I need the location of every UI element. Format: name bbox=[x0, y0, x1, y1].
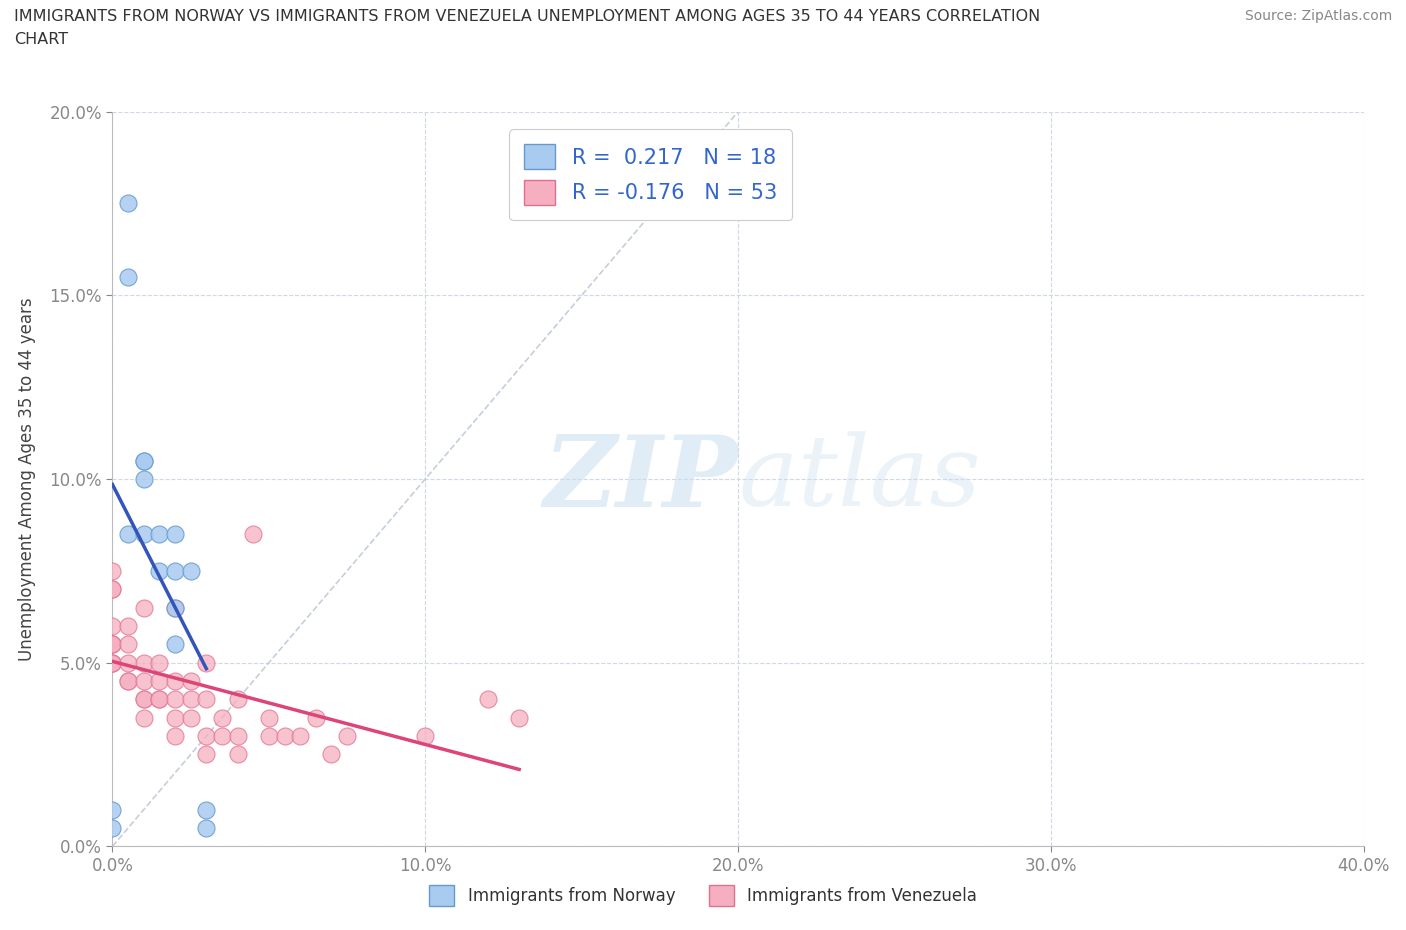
Point bbox=[148, 655, 170, 670]
Point bbox=[132, 526, 155, 541]
Point bbox=[242, 526, 264, 541]
Point bbox=[211, 729, 233, 744]
Point bbox=[101, 655, 124, 670]
Point bbox=[163, 692, 186, 707]
Point bbox=[117, 673, 139, 688]
Point bbox=[305, 711, 328, 725]
Point bbox=[101, 820, 124, 835]
Point bbox=[132, 673, 155, 688]
Point bbox=[148, 564, 170, 578]
Point bbox=[132, 453, 155, 468]
Point bbox=[101, 637, 124, 652]
Point bbox=[163, 600, 186, 615]
Point bbox=[415, 729, 437, 744]
Point bbox=[195, 692, 218, 707]
Point bbox=[117, 673, 139, 688]
Point bbox=[163, 673, 186, 688]
Text: IMMIGRANTS FROM NORWAY VS IMMIGRANTS FROM VENEZUELA UNEMPLOYMENT AMONG AGES 35 T: IMMIGRANTS FROM NORWAY VS IMMIGRANTS FRO… bbox=[14, 9, 1040, 46]
Point bbox=[101, 582, 124, 597]
Point bbox=[101, 655, 124, 670]
Point bbox=[163, 729, 186, 744]
Y-axis label: Unemployment Among Ages 35 to 44 years: Unemployment Among Ages 35 to 44 years bbox=[18, 298, 35, 660]
Point bbox=[226, 747, 249, 762]
Point bbox=[163, 600, 186, 615]
Point bbox=[180, 692, 202, 707]
Point bbox=[132, 655, 155, 670]
Point bbox=[226, 692, 249, 707]
Point bbox=[180, 564, 202, 578]
Point bbox=[195, 820, 218, 835]
Point bbox=[132, 692, 155, 707]
Point bbox=[101, 582, 124, 597]
Point bbox=[132, 600, 155, 615]
Point bbox=[117, 637, 139, 652]
Point bbox=[180, 711, 202, 725]
Point bbox=[132, 692, 155, 707]
Point bbox=[101, 802, 124, 817]
Point bbox=[180, 673, 202, 688]
Point bbox=[163, 711, 186, 725]
Point bbox=[257, 729, 280, 744]
Point bbox=[101, 655, 124, 670]
Point bbox=[195, 729, 218, 744]
Point bbox=[290, 729, 312, 744]
Point bbox=[148, 692, 170, 707]
Point bbox=[117, 270, 139, 285]
Point bbox=[195, 802, 218, 817]
Point bbox=[257, 711, 280, 725]
Point bbox=[336, 729, 359, 744]
Point bbox=[211, 711, 233, 725]
Point bbox=[101, 637, 124, 652]
Point bbox=[195, 747, 218, 762]
Point bbox=[132, 711, 155, 725]
Point bbox=[148, 526, 170, 541]
Point bbox=[148, 673, 170, 688]
Text: ZIP: ZIP bbox=[543, 431, 738, 527]
Point bbox=[273, 729, 295, 744]
Point bbox=[101, 618, 124, 633]
Point bbox=[117, 196, 139, 211]
Text: Source: ZipAtlas.com: Source: ZipAtlas.com bbox=[1244, 9, 1392, 23]
Point bbox=[148, 692, 170, 707]
Point bbox=[508, 711, 530, 725]
Point bbox=[163, 637, 186, 652]
Point bbox=[226, 729, 249, 744]
Point bbox=[163, 564, 186, 578]
Point bbox=[101, 564, 124, 578]
Point bbox=[163, 526, 186, 541]
Point bbox=[117, 618, 139, 633]
Point bbox=[101, 637, 124, 652]
Point bbox=[195, 655, 218, 670]
Point bbox=[321, 747, 343, 762]
Legend: Immigrants from Norway, Immigrants from Venezuela: Immigrants from Norway, Immigrants from … bbox=[423, 879, 983, 912]
Legend: R =  0.217   N = 18, R = -0.176   N = 53: R = 0.217 N = 18, R = -0.176 N = 53 bbox=[509, 129, 792, 219]
Point bbox=[132, 472, 155, 486]
Point bbox=[132, 453, 155, 468]
Point bbox=[117, 655, 139, 670]
Text: atlas: atlas bbox=[738, 432, 981, 526]
Point bbox=[477, 692, 499, 707]
Point bbox=[117, 526, 139, 541]
